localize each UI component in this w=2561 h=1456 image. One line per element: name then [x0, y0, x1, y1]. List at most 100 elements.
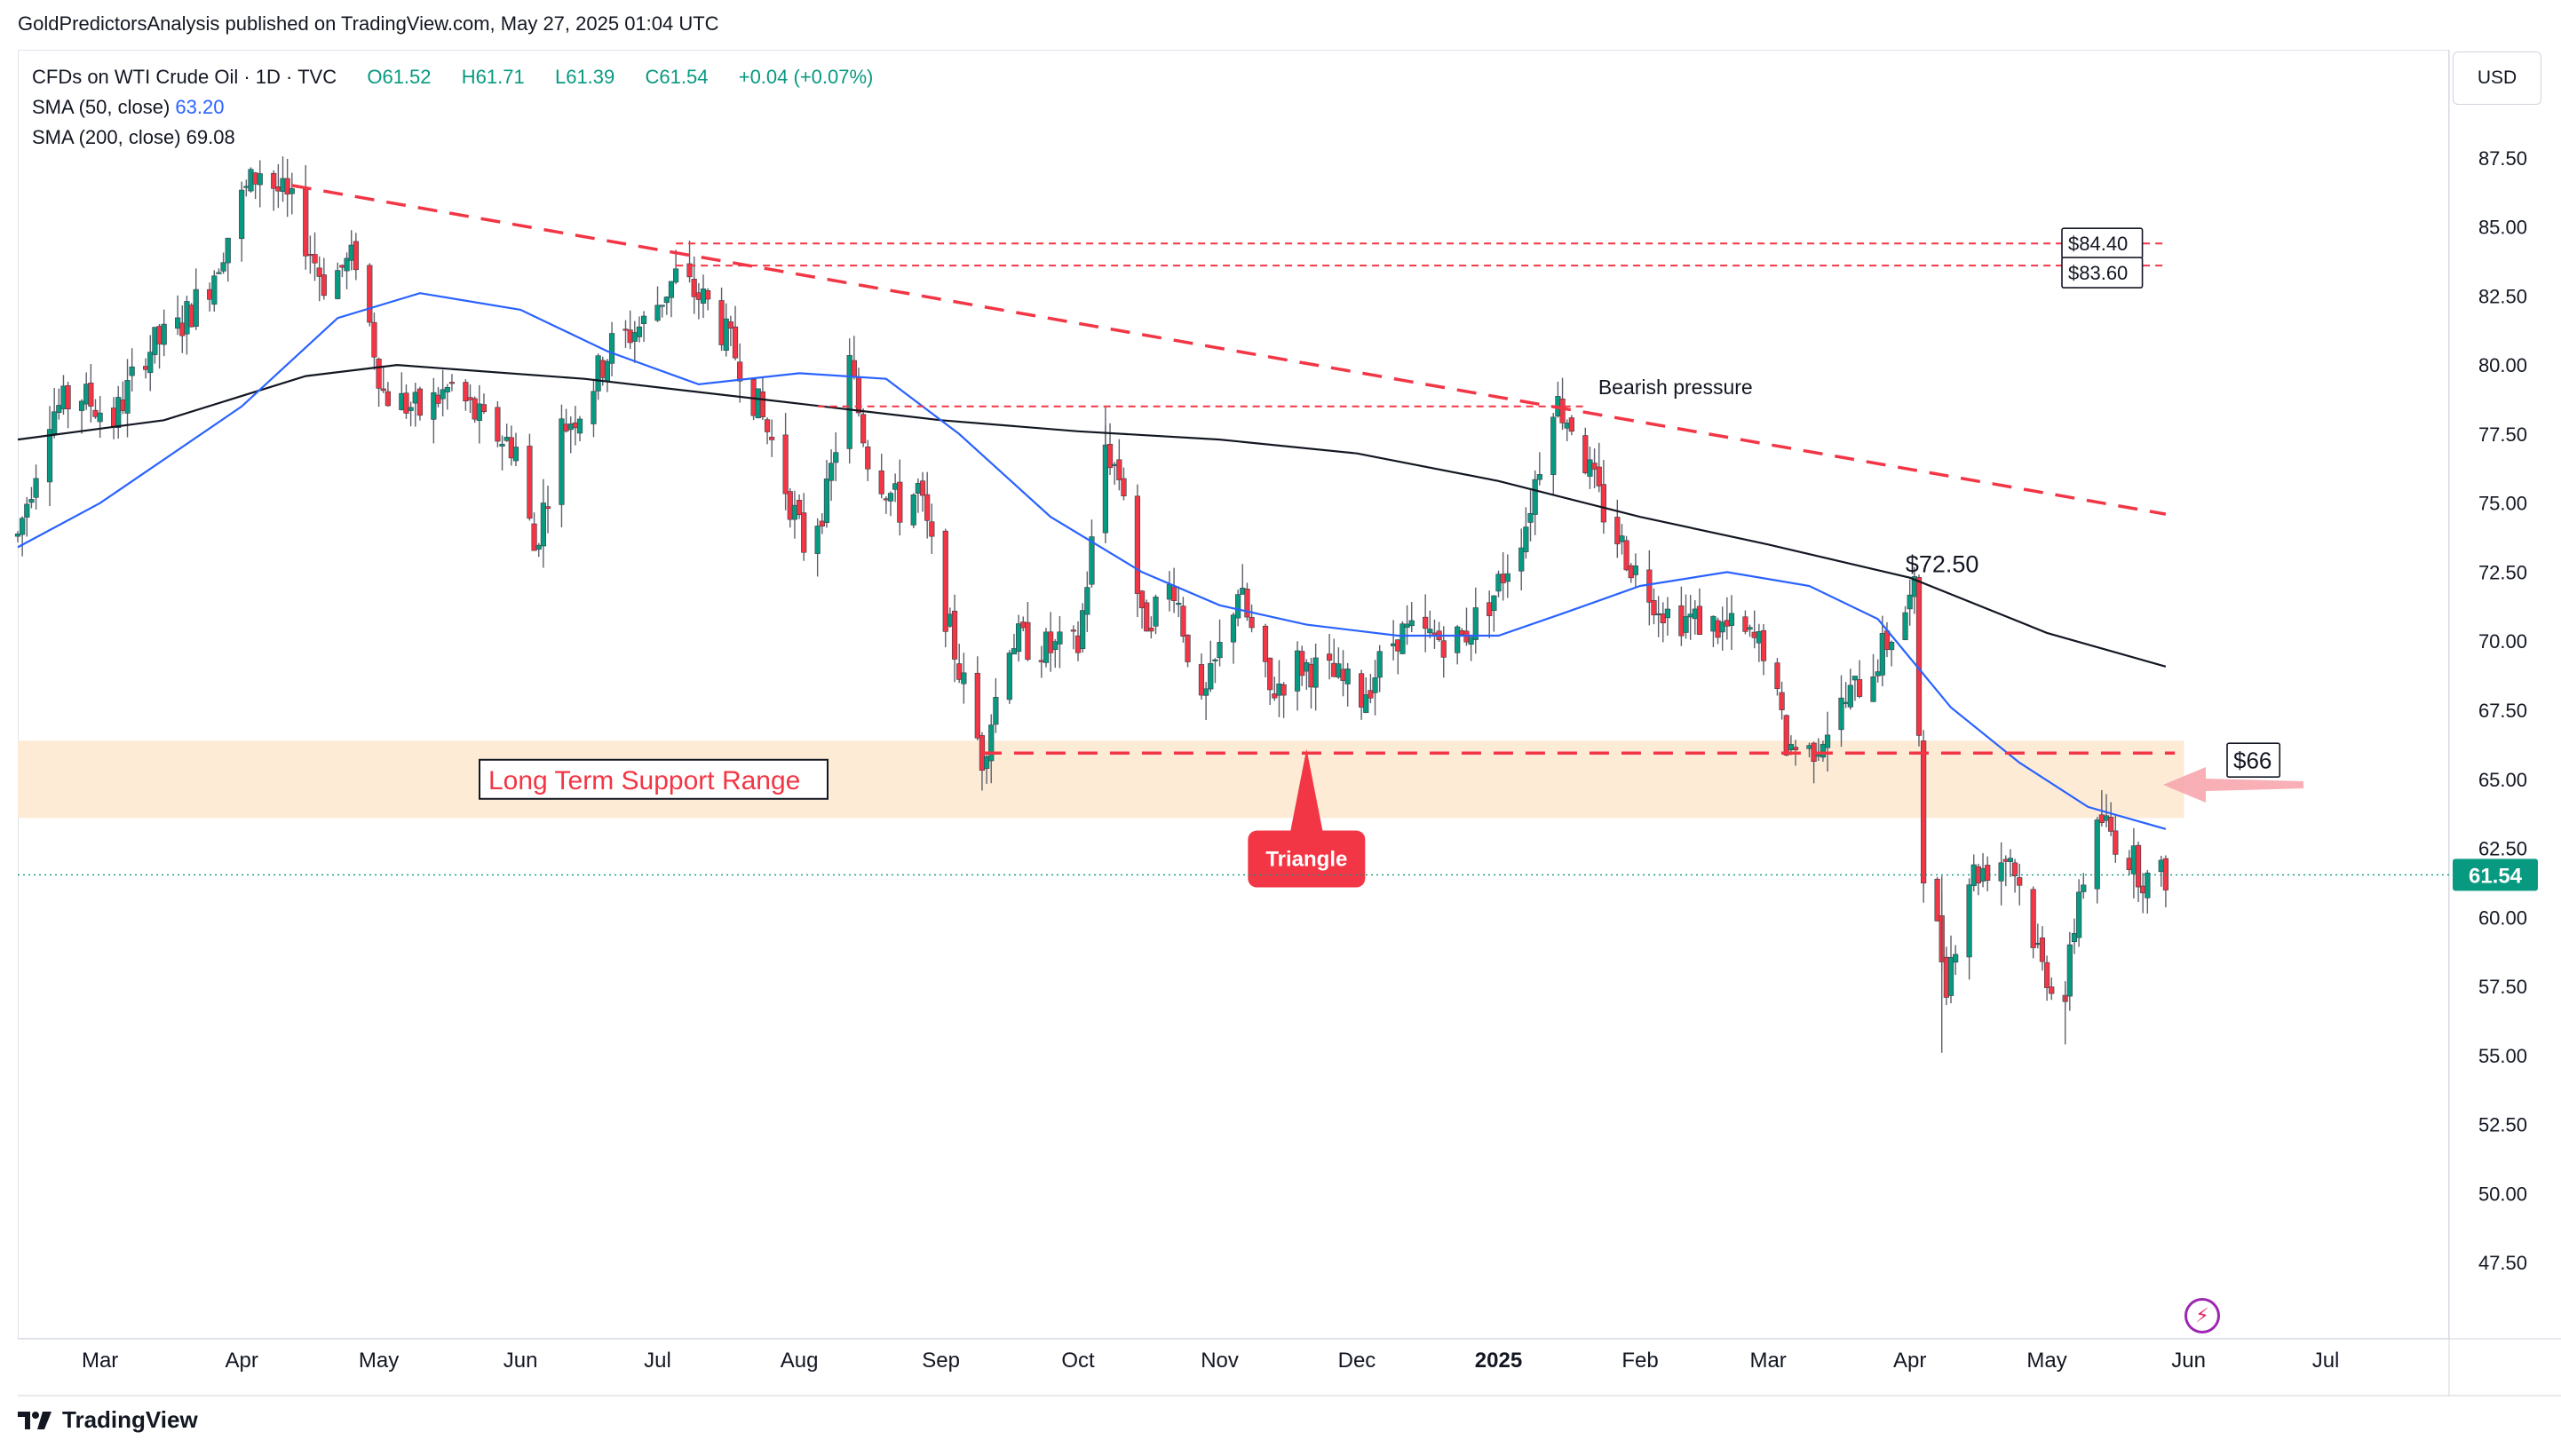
candle-body	[1363, 694, 1369, 713]
candle-up	[1203, 682, 1209, 721]
candle-body	[1875, 671, 1881, 677]
legend-sma50-row[interactable]: SMA (50, close) 63.20	[32, 92, 873, 123]
candle-body	[353, 241, 359, 271]
candle-body	[1692, 608, 1698, 620]
tradingview-logo-icon	[18, 1411, 52, 1429]
candle-up	[1304, 659, 1310, 691]
candle-body	[1048, 631, 1054, 653]
candle-down	[1696, 588, 1703, 636]
candle-body	[1102, 444, 1108, 534]
candle-down	[883, 496, 889, 514]
label-66-box	[2226, 742, 2281, 779]
last-price-tag: 61.54	[2453, 859, 2538, 891]
triangle-box	[1248, 830, 1366, 888]
candle-body	[257, 173, 263, 186]
legend-change: +0.04 (+0.07%)	[738, 66, 874, 88]
candle-up	[1587, 447, 1593, 489]
y-tick-label: 87.50	[2478, 147, 2527, 170]
candle-up	[440, 369, 446, 417]
candle-up	[1235, 590, 1241, 627]
candle-up	[1240, 564, 1246, 595]
candle-down	[727, 315, 733, 347]
candle-down	[732, 305, 739, 360]
candle-body	[1696, 605, 1703, 635]
candle-body	[88, 383, 94, 407]
label-66-text: $66	[2233, 748, 2272, 774]
candle-body	[851, 360, 857, 377]
candle-body	[1121, 478, 1127, 496]
tradingview-brand[interactable]: TradingView	[18, 1406, 198, 1434]
candle-up	[1276, 660, 1282, 717]
candle-up	[1057, 615, 1063, 669]
candle-down	[1646, 550, 1653, 626]
candle-down	[1144, 599, 1150, 632]
candle-down	[1048, 612, 1054, 672]
candle-body	[668, 281, 675, 298]
legend-high: H61.71	[461, 66, 525, 88]
candle-body	[444, 386, 450, 392]
candle-body	[403, 392, 409, 414]
candle-up	[115, 385, 122, 439]
candle-down	[737, 343, 743, 403]
candle-body	[2002, 859, 2009, 862]
candle-body	[1719, 621, 1725, 633]
support-range-label: Long Term Support Range	[479, 758, 829, 800]
candle-up	[988, 714, 995, 784]
lightning-icon[interactable]: ⚡	[2184, 1298, 2220, 1333]
candle-body	[823, 479, 830, 523]
support-range-text: Long Term Support Range	[488, 766, 800, 795]
candle-up	[1217, 619, 1223, 667]
candle-body	[1262, 625, 1269, 662]
candle-body	[1280, 684, 1287, 696]
candle-down	[787, 487, 793, 528]
candle-down	[143, 358, 149, 379]
candle-body	[1116, 459, 1122, 480]
candle-body	[1344, 669, 1351, 684]
candle-down	[527, 433, 533, 521]
candle-body	[303, 188, 309, 257]
candle-body	[1230, 614, 1237, 643]
candle-body	[1340, 669, 1346, 681]
candle-down	[1148, 616, 1154, 639]
candle-up	[1376, 645, 1383, 692]
candle-body	[124, 380, 131, 414]
candle-body	[759, 391, 765, 417]
candle-body	[1208, 662, 1214, 690]
candle-down	[1038, 645, 1044, 678]
candle-body	[184, 301, 190, 335]
candle-down	[951, 594, 958, 683]
candle-up	[1399, 621, 1406, 654]
candle-body	[1106, 443, 1114, 469]
candle-body	[467, 397, 473, 400]
candle-body	[1600, 484, 1606, 523]
candle-body	[24, 503, 30, 518]
candle-down	[851, 336, 857, 380]
candle-body	[1299, 651, 1305, 677]
candle-body	[654, 305, 661, 321]
candle-down	[1591, 448, 1598, 488]
candle-body	[865, 447, 871, 470]
candle-down	[1651, 588, 1657, 625]
candle-body	[1660, 613, 1666, 623]
candle-body	[1847, 684, 1853, 708]
candle-down	[2113, 814, 2119, 863]
candle-body	[2017, 877, 2023, 886]
candle-body	[1217, 642, 1223, 659]
candle-body	[239, 189, 245, 240]
candle-up	[220, 252, 226, 274]
candle-body	[1312, 657, 1319, 688]
currency-button[interactable]: USD	[2453, 51, 2541, 105]
y-tick-label: 75.00	[2478, 493, 2527, 515]
legend-open: O61.52	[367, 66, 432, 88]
candle-down	[448, 374, 456, 392]
candle-body	[1623, 540, 1629, 571]
candle-body	[284, 178, 290, 195]
candle-body	[1870, 676, 1876, 702]
legend-sma200-row[interactable]: SMA (200, close) 69.08	[32, 123, 873, 153]
candle-body	[503, 437, 510, 441]
candle-body	[1632, 566, 1639, 575]
candle-body	[1404, 623, 1410, 629]
candle-up	[1619, 524, 1625, 555]
candle-body	[1198, 664, 1205, 696]
